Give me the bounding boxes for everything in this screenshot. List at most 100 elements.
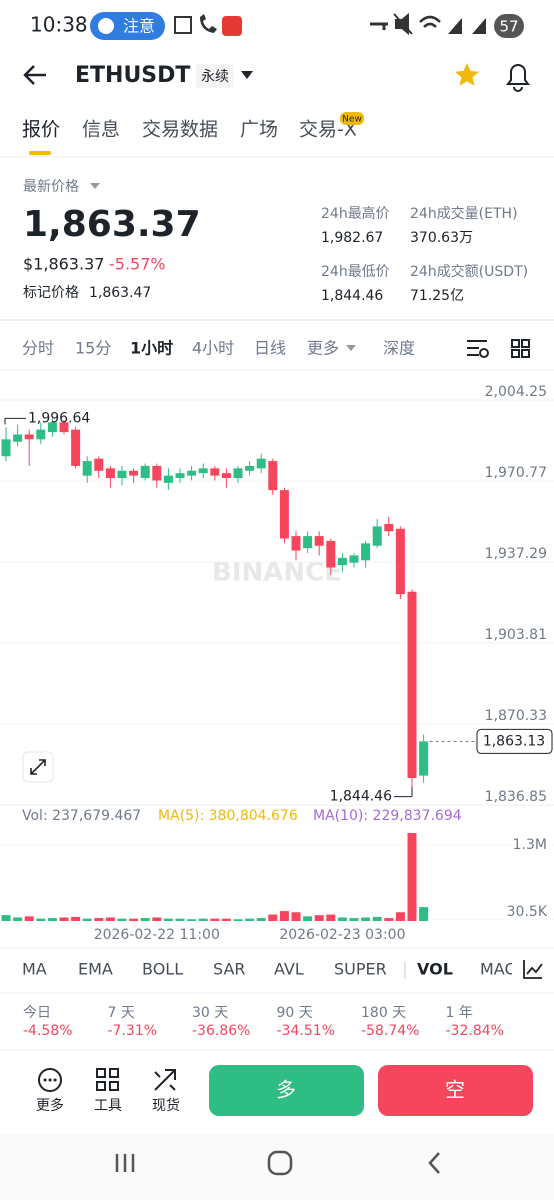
volume-bar [245, 918, 255, 921]
nav-home[interactable] [267, 1150, 293, 1176]
volume-title: Vol: 237,679.467 [22, 808, 141, 824]
chart-settings-icon[interactable] [467, 340, 487, 356]
volume-bar [36, 918, 46, 921]
period-label: 今日 [23, 1005, 51, 1021]
candle-body [384, 523, 394, 532]
volume-bar [129, 918, 139, 921]
status-icon [370, 22, 388, 30]
tab[interactable]: 信息 [82, 119, 120, 141]
indicator[interactable]: BOLL [142, 960, 183, 979]
status-time: 10:38 [30, 13, 88, 37]
nav-recent[interactable] [115, 1154, 135, 1172]
interval[interactable]: 分时 [22, 339, 54, 358]
x-tick-label: 2026-02-23 03:00 [279, 927, 405, 943]
action-label: 更多 [36, 1097, 64, 1114]
period-change: -34.51% [277, 1023, 335, 1039]
layout-icon[interactable] [511, 339, 530, 358]
nav-back[interactable] [428, 1152, 440, 1174]
period-change: -7.31% [108, 1023, 158, 1039]
candle-body [326, 540, 336, 568]
candle-body [372, 526, 382, 546]
stat-value: 370.63万 [410, 230, 473, 246]
spot-icon[interactable] [154, 1069, 176, 1091]
volume-bar [268, 914, 278, 921]
battery [494, 14, 524, 38]
status-icon [419, 15, 441, 28]
indicator-settings[interactable] [523, 960, 543, 979]
volume-bar [187, 919, 197, 921]
volume-bar [1, 915, 11, 921]
candle-body [279, 490, 289, 539]
mark-label: 标记价格 [23, 285, 79, 301]
volume-bar [152, 917, 162, 921]
back-button[interactable] [23, 65, 46, 85]
indicator[interactable]: AVL [274, 960, 304, 979]
indicator[interactable]: MA [22, 960, 47, 979]
candle-body [82, 461, 92, 476]
volume-bar [384, 918, 394, 921]
candle-body [198, 468, 208, 474]
long-button-text: 多 [276, 1078, 296, 1102]
period-change: -4.58% [23, 1023, 73, 1039]
volume-bar [59, 917, 69, 921]
stat-label: 24h最低价 [321, 264, 390, 280]
long-button[interactable] [209, 1065, 364, 1116]
more-dropdown[interactable] [346, 345, 356, 351]
volume-bar [337, 917, 347, 921]
tab[interactable]: 报价 [22, 119, 60, 141]
chart-settings-icon [479, 348, 489, 358]
usd-price: $1,863.37 [23, 255, 104, 274]
candle-body [36, 429, 46, 440]
tab[interactable]: 交易数据 [142, 119, 218, 141]
candle-body [94, 458, 104, 471]
y-tick-label: 1,903.81 [485, 627, 547, 643]
symbol-dropdown[interactable] [241, 71, 253, 79]
period-change: -36.86% [192, 1023, 250, 1039]
volume-bar [198, 918, 208, 921]
candle-body [245, 465, 255, 471]
volume-bar [303, 916, 313, 921]
interval[interactable]: 1小时 [130, 339, 173, 358]
tab-badge-text: New [342, 115, 362, 125]
short-button[interactable] [378, 1065, 533, 1116]
volume-bar [279, 911, 289, 921]
tab[interactable]: 广场 [240, 119, 278, 141]
interval[interactable]: 更多 [307, 339, 339, 358]
interval[interactable]: 15分 [75, 339, 111, 358]
notification-bell[interactable] [506, 64, 530, 92]
favorite-star[interactable] [455, 63, 479, 86]
interval[interactable]: 深度 [383, 339, 415, 358]
candlestick-chart: 2,004.25 1,970.77 1,937.29 1,903.81 1,870.33… [0, 384, 554, 806]
more-icon[interactable] [38, 1068, 62, 1092]
y-tick-label: 2,004.25 [485, 384, 547, 400]
indicator[interactable]: SUPER [334, 960, 387, 979]
status-icon [222, 16, 242, 36]
period-label: 30 天 [192, 1005, 228, 1021]
period-label: 180 天 [361, 1005, 406, 1021]
indicator[interactable]: EMA [78, 960, 113, 979]
candle-body [221, 473, 231, 479]
contract-tag [196, 64, 234, 88]
tab[interactable]: 交易-X [299, 119, 357, 141]
low-label: 1,844.46 [330, 789, 392, 805]
candle-body [105, 468, 115, 479]
period-label: 1 年 [446, 1005, 473, 1021]
tools-icon[interactable] [96, 1068, 119, 1091]
indicator[interactable]: SAR [213, 960, 246, 979]
volume-bar [326, 914, 336, 921]
volume-bar [233, 919, 243, 921]
candle-body [210, 468, 220, 476]
volume-bar [71, 916, 81, 921]
interval[interactable]: 日线 [254, 339, 286, 358]
ma-label: MA(10): 229,837.694 [313, 808, 462, 824]
price-label-dropdown[interactable] [90, 183, 100, 189]
mark-price: 1,863.47 [89, 285, 151, 301]
volume-bar [105, 917, 115, 921]
candle-body [117, 470, 127, 479]
indicator[interactable]: VOL [417, 960, 453, 979]
price-change: -5.57% [109, 255, 166, 274]
volume-bar [163, 918, 173, 921]
interval[interactable]: 4小时 [192, 339, 234, 358]
